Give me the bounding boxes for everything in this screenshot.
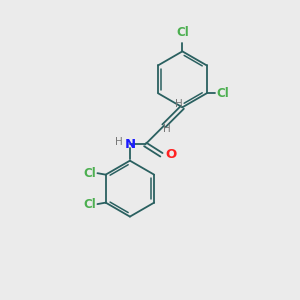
Text: H: H xyxy=(175,99,183,109)
Text: Cl: Cl xyxy=(176,26,189,39)
Text: Cl: Cl xyxy=(83,167,96,180)
Text: H: H xyxy=(164,124,171,134)
Text: Cl: Cl xyxy=(83,198,96,211)
Text: H: H xyxy=(116,137,123,147)
Text: O: O xyxy=(166,148,177,161)
Text: Cl: Cl xyxy=(216,87,229,100)
Text: N: N xyxy=(124,138,136,151)
